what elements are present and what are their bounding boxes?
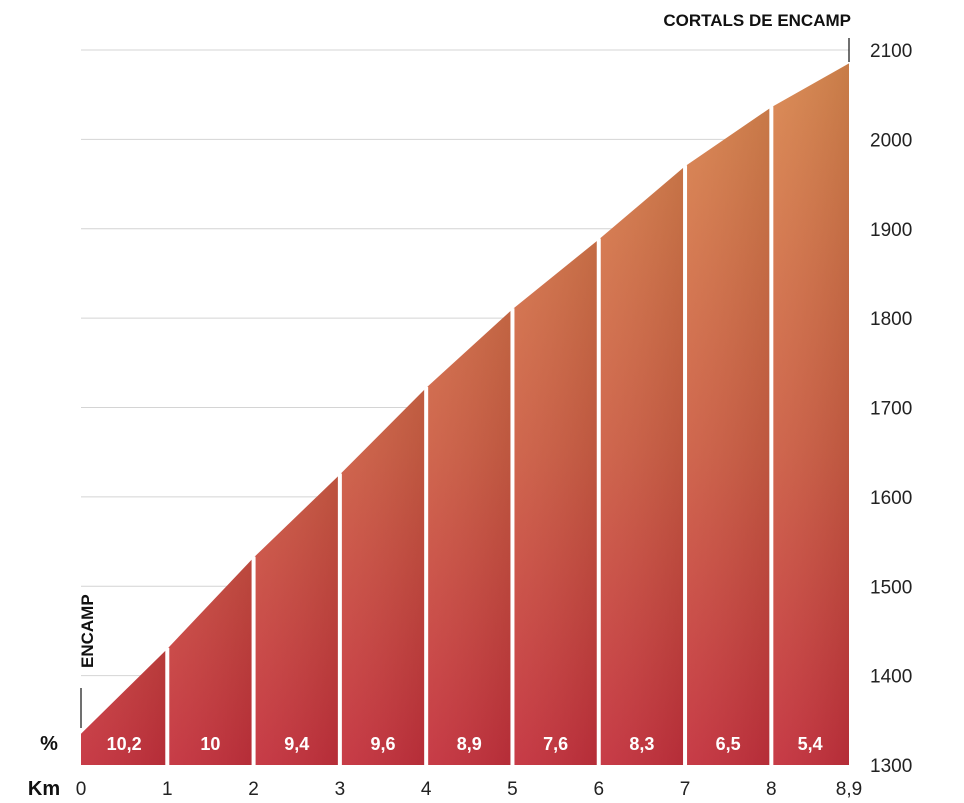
y-tick-label-1800: 1800 bbox=[870, 309, 912, 330]
y-tick-label-1900: 1900 bbox=[870, 220, 912, 241]
segment-shade-1 bbox=[81, 648, 168, 765]
segment-shade-6 bbox=[512, 239, 599, 766]
y-tick-label-1600: 1600 bbox=[870, 488, 912, 509]
x-tick-label-5: 5 bbox=[507, 779, 518, 800]
start-location-label: ENCAMP bbox=[78, 594, 97, 668]
y-tick-label-1400: 1400 bbox=[870, 667, 912, 688]
y-tick-label-1700: 1700 bbox=[870, 399, 912, 420]
x-tick-label-7: 7 bbox=[680, 779, 691, 800]
x-tick-label-3: 3 bbox=[335, 779, 346, 800]
segment-gradient-label-2: 10 bbox=[200, 734, 220, 754]
x-tick-label-8: 8 bbox=[766, 779, 777, 800]
y-tick-label-1300: 1300 bbox=[870, 756, 912, 777]
y-tick-label-2000: 2000 bbox=[870, 130, 912, 151]
km-separators bbox=[165, 106, 774, 765]
segment-gradient-label-1: 10,2 bbox=[107, 734, 142, 754]
segment-gradient-label-4: 9,6 bbox=[371, 734, 396, 754]
x-tick-label-0: 0 bbox=[76, 779, 87, 800]
x-tick-label-4: 4 bbox=[421, 779, 432, 800]
segment-gradient-label-3: 9,4 bbox=[284, 734, 309, 754]
segment-shade-3 bbox=[253, 474, 340, 765]
segment-shade-4 bbox=[339, 387, 427, 765]
segment-shade-9 bbox=[771, 63, 849, 765]
x-tick-label-8,9: 8,9 bbox=[836, 779, 862, 800]
y-axis-ticks: 1300 1400 1500 1600 1700 1800 1900 2000 2100 bbox=[870, 41, 912, 777]
segment-shade-2 bbox=[167, 557, 254, 765]
x-tick-label-6: 6 bbox=[593, 779, 604, 800]
y-tick-label-1500: 1500 bbox=[870, 577, 912, 598]
x-tick-label-1: 1 bbox=[162, 779, 173, 800]
segment-shade-8 bbox=[685, 107, 772, 765]
segment-shade-5 bbox=[426, 309, 513, 765]
x-tick-label-2: 2 bbox=[248, 779, 259, 800]
segment-gradient-label-7: 8,3 bbox=[629, 734, 654, 754]
segment-shade-7 bbox=[598, 166, 686, 765]
x-axis-ticks: 0 1 2 3 4 5 6 7 8 8,9 bbox=[76, 779, 863, 800]
segment-gradient-label-6: 7,6 bbox=[543, 734, 568, 754]
y-tick-label-2100: 2100 bbox=[870, 41, 912, 62]
segment-gradient-label-9: 5,4 bbox=[798, 734, 823, 754]
elevation-area bbox=[81, 63, 849, 766]
segment-gradient-label-8: 6,5 bbox=[716, 734, 741, 754]
km-axis-name: Km bbox=[28, 778, 60, 800]
segment-gradient-label-5: 8,9 bbox=[457, 734, 482, 754]
percent-axis-name: % bbox=[40, 733, 58, 755]
end-location-label: CORTALS DE ENCAMP bbox=[663, 11, 851, 30]
segment-gradient-labels: 10,2 10 9,4 9,6 8,9 7,6 8,3 6,5 5,4 bbox=[107, 734, 823, 754]
